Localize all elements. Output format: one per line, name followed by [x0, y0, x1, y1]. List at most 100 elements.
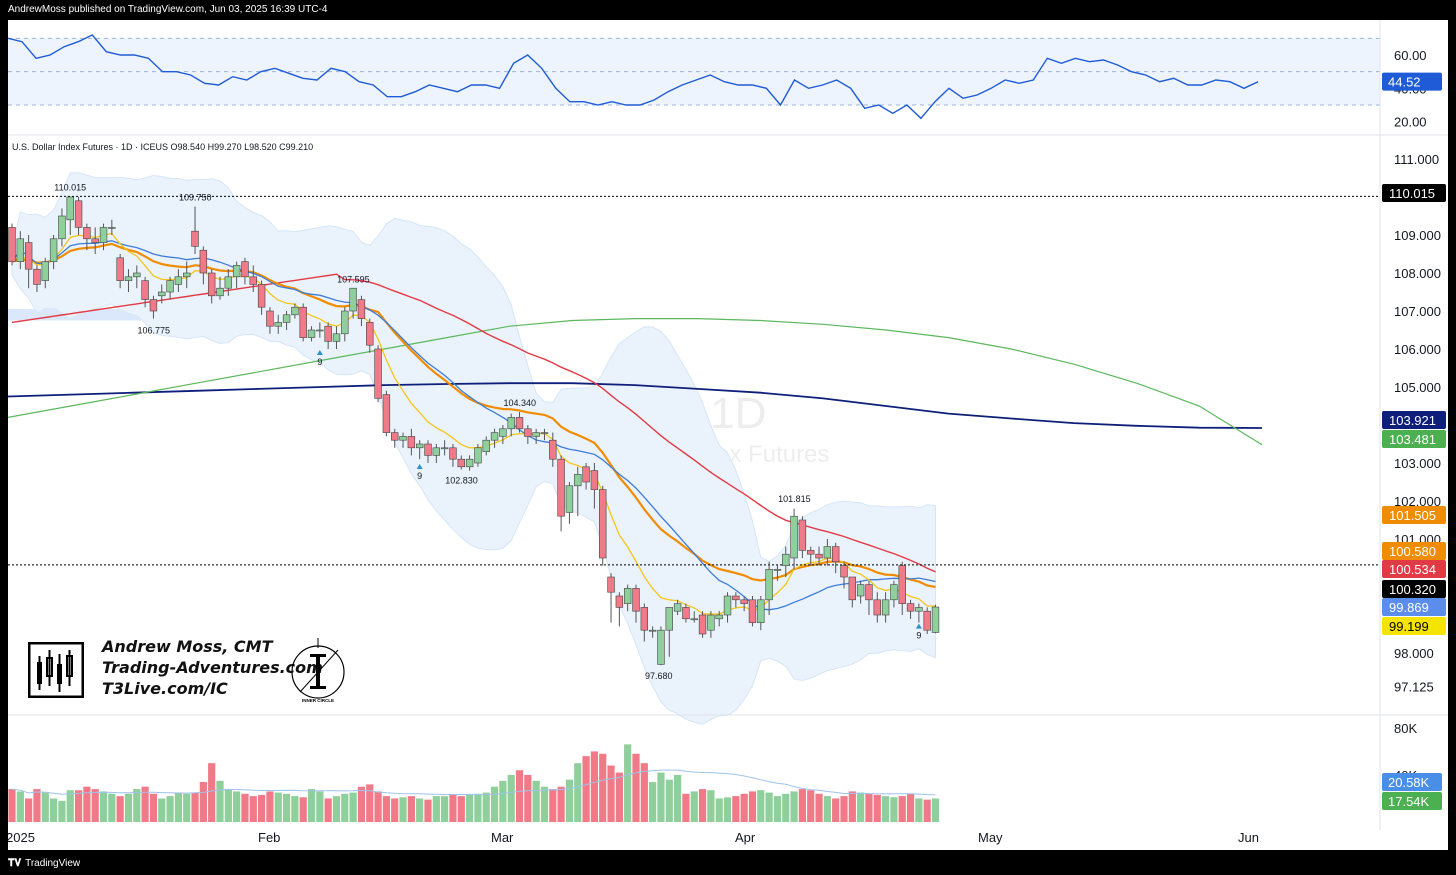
ema21-line: [11, 242, 936, 589]
volume-bar: [316, 791, 324, 822]
candle-body: [241, 261, 249, 278]
candle: [831, 542, 840, 574]
price-tag-bg: [1382, 184, 1446, 202]
price-tag-value: 100.320: [1389, 582, 1436, 597]
volume-bar: [233, 791, 241, 822]
candle-body: [632, 588, 640, 612]
volume-bar: [840, 796, 848, 822]
volume-bar: [915, 798, 923, 822]
volume-bar: [416, 798, 424, 822]
volume-bar: [640, 763, 648, 822]
candle-body: [823, 546, 832, 559]
price-tick-label: 106.000: [1394, 342, 1441, 357]
volume-bar: [41, 792, 49, 822]
candle-body: [532, 432, 540, 437]
candle: [848, 576, 857, 608]
candle-body: [166, 280, 174, 293]
volume-bar: [191, 792, 199, 822]
candle: [923, 607, 931, 634]
volume-bar: [690, 791, 698, 822]
candle: [682, 603, 690, 623]
volume-bar: [549, 789, 557, 822]
candle: [449, 444, 457, 467]
candle: [91, 227, 99, 254]
volume-bar: [166, 796, 174, 822]
volume-bar: [823, 796, 831, 822]
price-annotation: 110.015: [54, 182, 86, 192]
tradingview-label: TradingView: [25, 858, 81, 869]
td-count: 9: [317, 357, 322, 367]
candle: [191, 206, 199, 254]
volume-bar: [391, 798, 399, 822]
volume-bar: [441, 796, 449, 822]
volume-bar: [607, 765, 615, 822]
candle: [757, 596, 765, 631]
candle-body: [33, 268, 41, 285]
logo-caption: INNER CIRCLE: [302, 698, 334, 703]
candle-body: [116, 257, 124, 281]
candle: [490, 428, 499, 448]
candle: [174, 269, 183, 292]
volume-bar: [324, 798, 332, 822]
x-tick-label: 2025: [8, 830, 35, 845]
candle-body: [474, 447, 482, 464]
candle-body: [440, 447, 449, 450]
branding-text: Andrew Moss, CMT Trading-Adventures.com …: [102, 636, 323, 699]
x-tick-label: Mar: [491, 830, 514, 845]
candle-body: [906, 603, 915, 612]
candle: [16, 231, 25, 270]
candle: [524, 425, 532, 444]
candle: [224, 269, 233, 296]
price-tag: 100.580: [1382, 542, 1446, 560]
volume-bar: [466, 794, 474, 822]
volume-bar: [432, 796, 440, 822]
price-annotation: 97.680: [645, 671, 673, 681]
candle-body: [249, 276, 257, 285]
volume-bar: [108, 793, 116, 822]
candle-body: [732, 595, 740, 601]
candle-body: [49, 238, 58, 262]
candle: [549, 432, 557, 467]
candle-body: [224, 276, 233, 289]
sma200-line: [8, 382, 1263, 429]
volume-bar: [906, 793, 915, 822]
candle: [815, 546, 823, 566]
candle-body: [773, 569, 782, 571]
candle: [357, 295, 366, 327]
td-arrow-icon: [316, 350, 323, 355]
candle-body: [648, 629, 657, 632]
candle: [266, 307, 274, 334]
candle-body: [582, 466, 590, 483]
volume-bar: [424, 799, 432, 822]
candle: [465, 455, 474, 471]
td-arrow-icon: [416, 464, 423, 469]
candle: [232, 261, 241, 289]
candle-body: [16, 238, 25, 262]
volume-bar: [865, 793, 873, 822]
candle-body: [266, 310, 274, 327]
volume-bar: [299, 797, 307, 822]
volume-bar: [732, 796, 740, 822]
price-tag-value: 100.580: [1389, 544, 1436, 559]
candle-body: [915, 607, 923, 612]
candle-body: [432, 447, 441, 456]
candle: [207, 269, 216, 304]
volume-bar: [898, 796, 906, 822]
candle-body: [790, 515, 798, 559]
td-marker: 9: [416, 464, 423, 481]
candle: [873, 592, 881, 623]
volume-bar: [782, 793, 790, 822]
volume-bar: [815, 793, 823, 822]
candle: [599, 485, 607, 566]
candle: [8, 223, 16, 266]
candle: [698, 611, 707, 638]
volume-bar: [740, 793, 748, 822]
candle: [707, 611, 715, 638]
volume-bar: [790, 791, 798, 822]
price-tick-label: 108.000: [1394, 266, 1441, 281]
candle: [141, 276, 149, 308]
ema8-line: [11, 232, 936, 615]
volume-bar: [723, 797, 732, 822]
candle-body: [382, 394, 391, 433]
